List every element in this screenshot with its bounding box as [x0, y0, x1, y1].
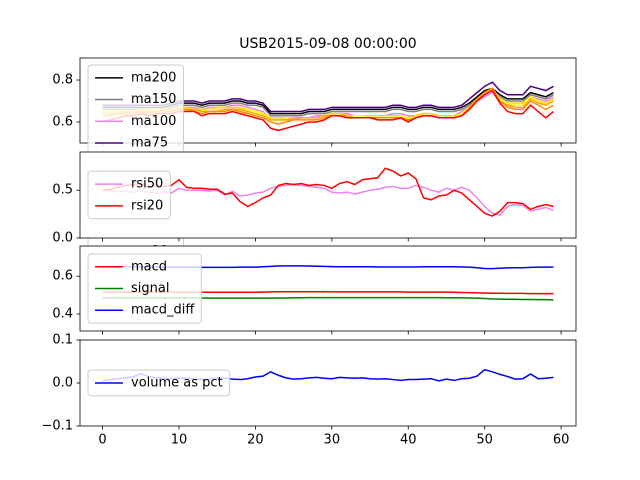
- legend-label: rsi20: [131, 198, 163, 213]
- series-line: [102, 183, 554, 216]
- y-tick-label: 0.5: [52, 183, 73, 198]
- legend-label: volume as pct: [131, 376, 223, 391]
- legend-label: macd: [131, 259, 167, 274]
- x-tick-label: 10: [171, 433, 188, 448]
- legend-label: ma200: [131, 70, 176, 85]
- axes-frame: [79, 339, 577, 427]
- y-tick-label: 0.1: [52, 333, 73, 348]
- axes-frame: [79, 57, 577, 144]
- y-tick-label: 0.0: [52, 231, 73, 246]
- legend-label: ma75: [131, 135, 168, 150]
- x-tick-label: 40: [400, 433, 417, 448]
- y-tick-label: 0.6: [52, 115, 73, 130]
- x-tick-label: 30: [324, 433, 341, 448]
- series-line: [102, 167, 554, 217]
- x-tick-label: 20: [247, 433, 264, 448]
- chart-title: USB2015-09-08 00:00:00: [239, 36, 416, 52]
- y-tick-label: 0.6: [52, 269, 73, 284]
- legend-box: [87, 253, 202, 324]
- x-tick-label: 0: [98, 433, 106, 448]
- legend-box: [87, 369, 231, 397]
- legend-label: signal: [131, 281, 169, 296]
- legend-label: macd_diff: [131, 303, 195, 318]
- legend-label: ma100: [131, 114, 176, 129]
- y-tick-label: 0.8: [52, 73, 73, 88]
- axes-frame: [79, 151, 577, 239]
- y-tick-label: −0.1: [41, 419, 73, 434]
- legend-label: ma150: [131, 92, 176, 107]
- legend-box: [87, 170, 171, 220]
- x-tick-label: 50: [476, 433, 493, 448]
- x-tick-label: 60: [553, 433, 570, 448]
- legend-label: rsi50: [131, 177, 163, 192]
- axes-frame: [79, 245, 577, 332]
- y-tick-label: 0.4: [52, 307, 73, 322]
- y-tick-label: 0.0: [52, 376, 73, 391]
